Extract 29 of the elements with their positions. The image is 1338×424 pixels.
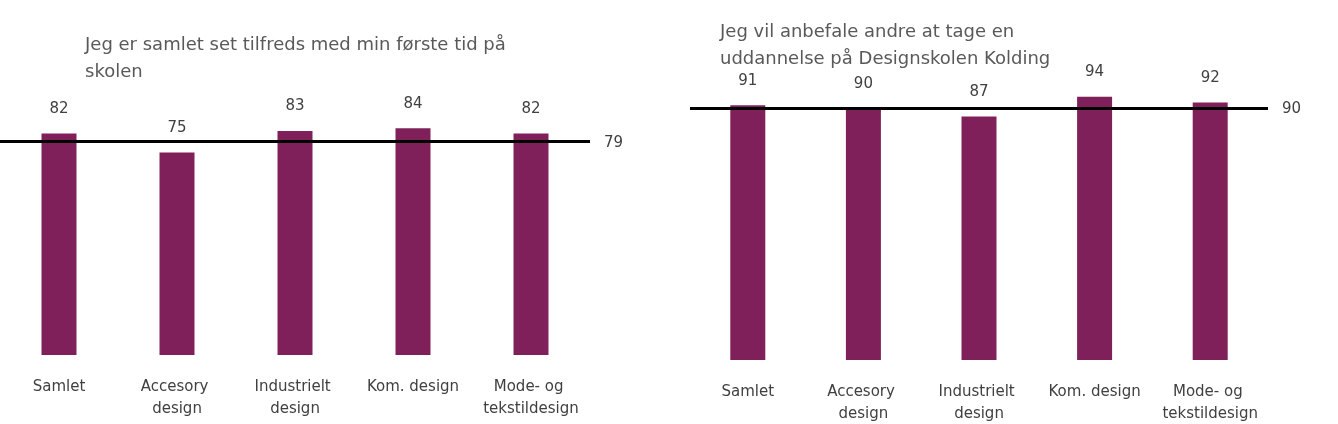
bar xyxy=(513,133,549,355)
ref-line-label: 79 xyxy=(604,132,624,151)
bar xyxy=(395,128,431,355)
bar xyxy=(277,130,313,355)
x-tick-label: Samlet xyxy=(32,377,86,395)
x-tick-label: Accesory design xyxy=(140,377,214,417)
x-tick-label: Mode- og tekstildesign xyxy=(483,377,579,417)
x-tick-label: Accesory design xyxy=(827,382,900,422)
data-label: 91 xyxy=(738,70,758,89)
data-label: 92 xyxy=(1200,67,1220,86)
data-label: 87 xyxy=(969,81,989,100)
x-tick-label: Mode- og tekstildesign xyxy=(1162,382,1258,422)
data-label: 94 xyxy=(1085,62,1105,81)
x-tick-label: Industrielt design xyxy=(938,382,1020,422)
x-tick-label: Industrielt design xyxy=(254,377,336,417)
data-label: 84 xyxy=(403,93,423,112)
ref-line-label: 90 xyxy=(1282,99,1302,117)
x-tick-label: Kom. design xyxy=(1048,382,1141,400)
data-label: 82 xyxy=(521,99,541,118)
x-tick-label: Kom. design xyxy=(366,377,460,395)
data-label: 75 xyxy=(167,118,187,136)
data-label: 83 xyxy=(285,96,305,115)
bar xyxy=(159,152,195,355)
bar xyxy=(41,133,77,355)
chart-title: Jeg vil anbefale andre at tage en uddannelse på Designskolen Kolding xyxy=(719,20,1051,68)
data-label: 82 xyxy=(49,99,69,118)
data-label: 90 xyxy=(853,73,873,92)
chart-title: Jeg er samlet set tilfreds med min første tid på skolen xyxy=(84,33,512,81)
x-tick-label: Samlet xyxy=(721,382,775,400)
